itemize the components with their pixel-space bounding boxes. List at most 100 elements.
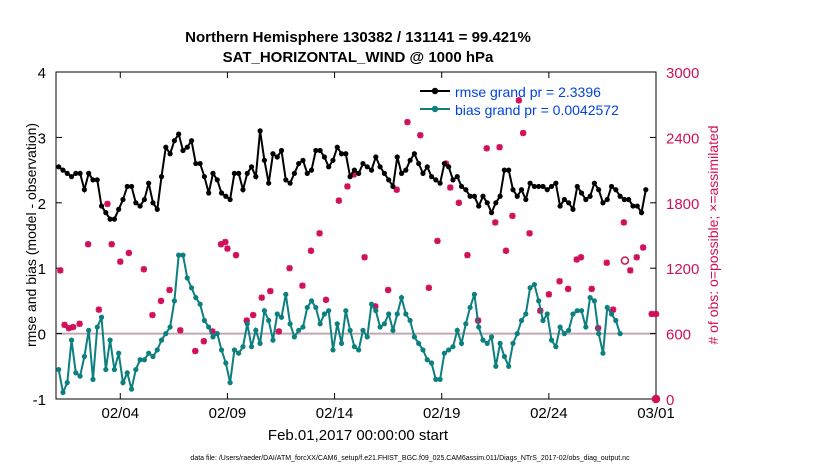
rmse-point — [433, 177, 439, 183]
rmse-point — [137, 203, 143, 209]
bias-point — [214, 331, 220, 337]
bias-point — [98, 314, 105, 320]
bias-point — [360, 327, 366, 333]
bias-point — [218, 347, 225, 353]
rmse-point — [81, 187, 87, 193]
rmse-point — [124, 183, 130, 190]
rmse-point — [420, 170, 426, 176]
rmse-point — [411, 151, 417, 157]
bias-point — [206, 324, 212, 330]
rmse-point — [566, 200, 572, 206]
rmse-point — [570, 206, 576, 212]
bias-point — [484, 340, 490, 347]
plot-area — [55, 71, 657, 400]
bias-point — [390, 327, 396, 333]
rmse-point — [231, 170, 237, 176]
obs-assimilated-point — [361, 254, 368, 261]
obs-assimilated-point — [275, 328, 283, 335]
obs-series — [57, 97, 661, 404]
rmse-point — [424, 164, 430, 170]
obs-possible-point-filled — [652, 395, 660, 403]
rmse-point — [596, 187, 602, 193]
obs-assimilated-point — [232, 251, 240, 259]
bias-point — [381, 321, 387, 327]
rmse-point — [244, 170, 250, 176]
rmse-point — [437, 180, 443, 186]
obs-assimilated-point — [519, 129, 527, 137]
rmse-point — [150, 200, 156, 206]
obs-assimilated-point — [564, 285, 572, 293]
bias-point — [107, 337, 113, 343]
right-tick-label: 2400 — [666, 130, 699, 147]
rmse-point — [484, 200, 490, 206]
obs-assimilated-point — [322, 296, 330, 304]
bias-point — [458, 340, 465, 347]
obs-assimilated-point — [639, 244, 647, 251]
rmse-point — [630, 203, 636, 209]
bias-point — [180, 252, 186, 258]
rmse-point — [201, 174, 207, 180]
rmse-point — [214, 177, 220, 183]
rmse-point — [476, 203, 482, 209]
bias-point — [321, 311, 327, 317]
bias-point — [561, 331, 567, 337]
rmse-point — [270, 151, 276, 157]
rmse-point — [471, 193, 477, 199]
rmse-point — [154, 206, 160, 212]
bias-point — [197, 301, 203, 307]
bias-point — [600, 350, 606, 356]
obs-assimilated-point — [249, 311, 257, 319]
bias-point — [518, 317, 525, 324]
obs-assimilated-point — [222, 238, 229, 246]
rmse-point — [501, 167, 507, 173]
obs-assimilated-point — [335, 197, 343, 204]
obs-assimilated-point — [149, 311, 156, 319]
bias-point — [368, 301, 375, 307]
rmse-point — [98, 203, 105, 209]
rmse-point — [56, 164, 62, 170]
rmse-point — [223, 193, 229, 199]
bias-point — [394, 311, 400, 317]
rmse-point — [587, 193, 593, 199]
rmse-point — [257, 128, 263, 134]
bias-point — [566, 327, 572, 333]
obs-assimilated-point — [57, 267, 64, 274]
rmse-point — [518, 187, 525, 193]
obs-assimilated-point — [177, 327, 184, 334]
rmse-point — [193, 160, 199, 167]
bias-point — [133, 366, 139, 373]
legend-bias-label: bias grand pr = 0.0042572 — [455, 102, 619, 118]
x-axis: 02/04 02/09 02/14 02/19 02/24 03/01 — [102, 72, 675, 422]
rmse-point — [227, 196, 233, 203]
bias-point — [471, 291, 477, 297]
rmse-series — [56, 128, 649, 222]
rmse-point — [141, 196, 147, 203]
rmse-point — [356, 170, 362, 176]
rmse-point — [343, 151, 349, 157]
right-tick-label: 600 — [666, 327, 691, 344]
rmse-point — [163, 144, 169, 150]
rmse-point — [561, 196, 567, 203]
bias-point — [60, 389, 66, 396]
rmse-point — [308, 167, 315, 173]
rmse-point — [386, 177, 392, 183]
bias-point — [411, 334, 417, 340]
bias-point — [570, 311, 576, 317]
x-axis-label: Feb.01,2017 00:00:00 start — [268, 427, 449, 444]
rmse-point — [107, 216, 113, 222]
rmse-point — [146, 180, 152, 186]
obs-assimilated-point — [307, 247, 315, 254]
bias-point — [334, 321, 340, 327]
rmse-point — [326, 164, 332, 170]
rmse-point — [64, 170, 70, 176]
left-tick-label: 3 — [38, 130, 46, 147]
rmse-point — [536, 183, 542, 190]
obs-assimilated-point — [157, 297, 165, 305]
bias-point — [553, 344, 559, 350]
bias-point — [223, 360, 229, 366]
bias-point — [257, 340, 263, 347]
rmse-point — [111, 216, 117, 222]
bias-point — [184, 275, 190, 281]
legend-rmse-label: rmse grand pr = 2.3396 — [455, 84, 601, 100]
rmse-point — [591, 180, 597, 186]
